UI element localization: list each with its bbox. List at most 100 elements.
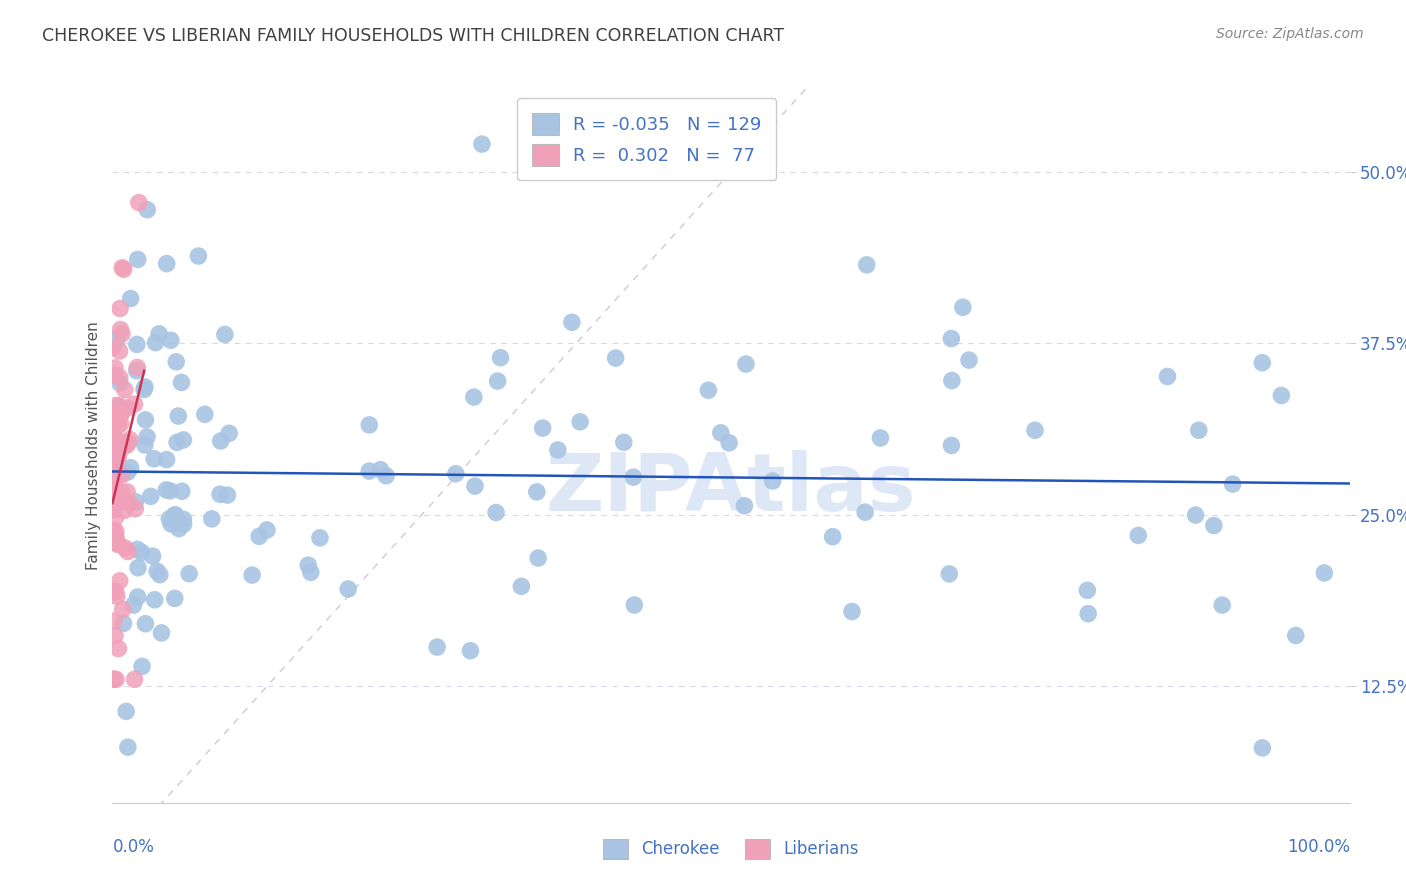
Point: [127, 360, 149, 375]
Point: [107, 536, 129, 550]
Point: [103, 467, 125, 482]
Point: [762, 474, 785, 488]
Point: [201, 512, 224, 526]
Point: [142, 549, 165, 564]
Point: [613, 435, 636, 450]
Point: [156, 257, 179, 271]
Point: [110, 468, 132, 483]
Point: [120, 460, 142, 475]
Point: [103, 673, 125, 687]
Point: [1184, 508, 1206, 522]
Point: [526, 484, 548, 499]
Point: [841, 605, 863, 619]
Point: [148, 326, 170, 341]
Point: [103, 585, 125, 599]
Point: [561, 315, 583, 329]
Text: 0.0%: 0.0%: [112, 838, 155, 856]
Point: [108, 370, 131, 384]
Point: [143, 451, 166, 466]
Point: [115, 705, 138, 719]
Text: CHEROKEE VS LIBERIAN FAMILY HOUSEHOLDS WITH CHILDREN CORRELATION CHART: CHEROKEE VS LIBERIAN FAMILY HOUSEHOLDS W…: [42, 27, 785, 45]
Point: [107, 442, 129, 456]
Point: [103, 524, 125, 538]
Point: [426, 640, 449, 654]
Point: [124, 673, 146, 687]
Point: [104, 368, 127, 383]
Point: [118, 433, 141, 447]
Point: [115, 401, 138, 415]
Point: [735, 357, 758, 371]
Point: [124, 397, 146, 411]
Point: [463, 390, 485, 404]
Point: [1188, 423, 1211, 437]
Point: [621, 470, 644, 484]
Point: [108, 376, 131, 390]
Point: [359, 417, 381, 432]
Point: [105, 673, 128, 687]
Point: [139, 489, 162, 503]
Point: [112, 262, 135, 277]
Point: [103, 449, 125, 463]
Point: [127, 542, 149, 557]
Point: [117, 465, 139, 479]
Point: [605, 351, 627, 365]
Point: [1313, 566, 1336, 580]
Point: [127, 561, 149, 575]
Point: [218, 426, 240, 441]
Point: [114, 383, 136, 397]
Point: [165, 355, 187, 369]
Point: [120, 292, 142, 306]
Point: [163, 508, 186, 523]
Point: [464, 479, 486, 493]
Point: [104, 489, 127, 503]
Point: [460, 644, 482, 658]
Point: [1251, 740, 1274, 755]
Point: [103, 497, 125, 511]
Point: [114, 503, 136, 517]
Point: [125, 364, 148, 378]
Point: [110, 407, 132, 421]
Point: [240, 568, 263, 582]
Point: [134, 380, 156, 394]
Point: [531, 421, 554, 435]
Point: [110, 404, 132, 418]
Point: [134, 438, 156, 452]
Point: [105, 496, 128, 510]
Point: [486, 374, 509, 388]
Point: [208, 487, 231, 501]
Point: [710, 425, 733, 440]
Point: [111, 326, 134, 341]
Point: [101, 497, 124, 511]
Point: [733, 499, 755, 513]
Point: [110, 417, 132, 431]
Point: [108, 399, 131, 413]
Point: [107, 450, 129, 464]
Point: [103, 614, 125, 628]
Point: [110, 485, 132, 500]
Point: [359, 464, 381, 478]
Text: 100.0%: 100.0%: [1286, 838, 1350, 856]
Point: [157, 512, 180, 526]
Point: [127, 252, 149, 267]
Point: [122, 598, 145, 612]
Point: [108, 440, 131, 454]
Point: [107, 434, 129, 448]
Point: [111, 602, 134, 616]
Point: [170, 484, 193, 499]
Y-axis label: Family Households with Children: Family Households with Children: [86, 322, 101, 570]
Point: [718, 435, 741, 450]
Point: [105, 537, 128, 551]
Point: [104, 474, 127, 488]
Point: [131, 545, 153, 559]
Point: [131, 659, 153, 673]
Point: [167, 522, 190, 536]
Point: [115, 438, 138, 452]
Point: [101, 341, 124, 355]
Point: [104, 584, 127, 599]
Point: [941, 438, 963, 452]
Point: [1222, 477, 1244, 491]
Point: [150, 626, 173, 640]
Point: [547, 442, 569, 457]
Point: [299, 566, 322, 580]
Point: [194, 407, 217, 421]
